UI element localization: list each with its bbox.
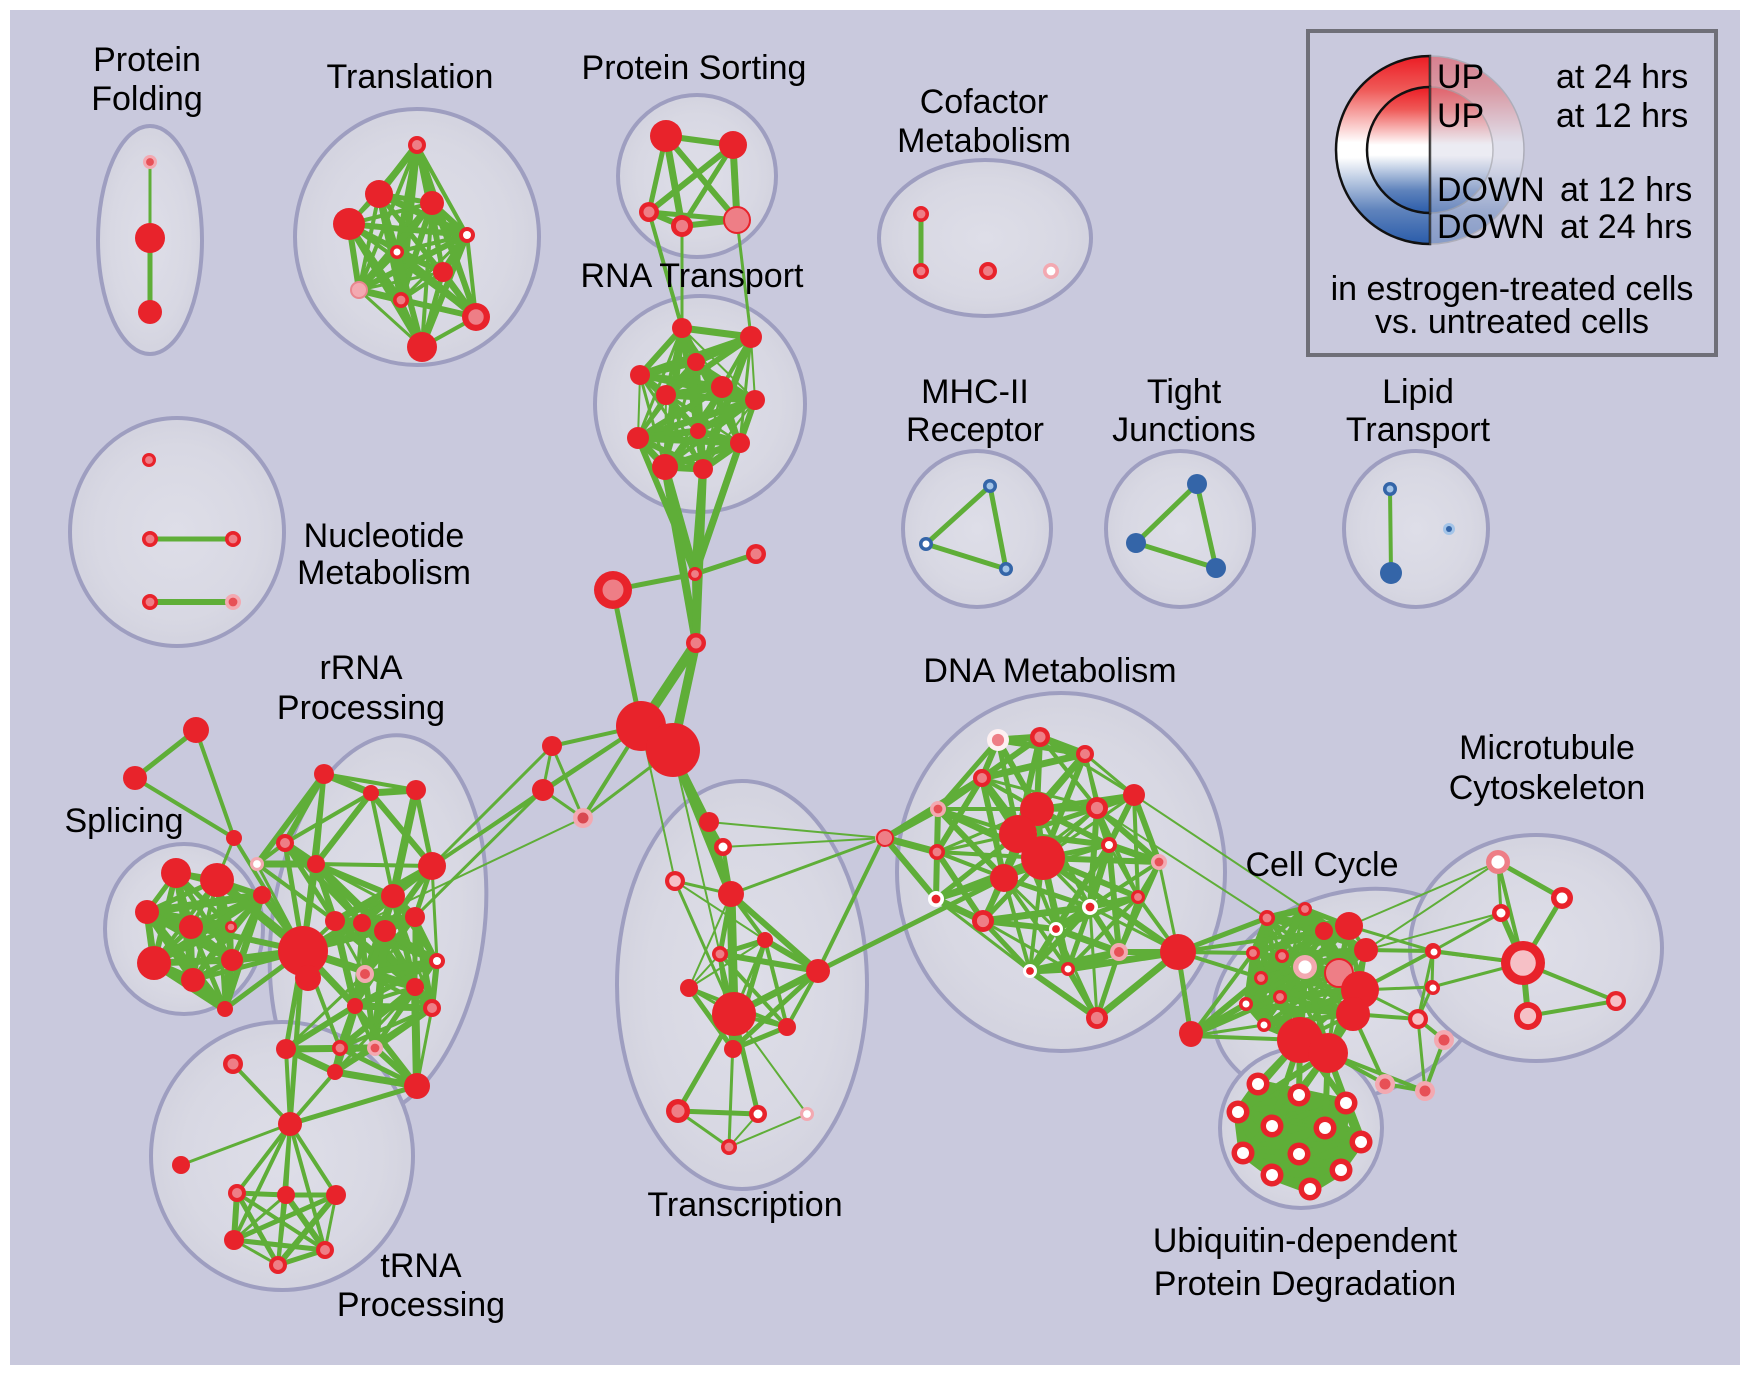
svg-text:Cell Cycle: Cell Cycle: [1245, 846, 1398, 884]
svg-text:in estrogen-treated cells: in estrogen-treated cells: [1331, 270, 1694, 308]
svg-text:vs. untreated cells: vs. untreated cells: [1375, 303, 1649, 341]
svg-text:DNA Metabolism: DNA Metabolism: [923, 652, 1176, 690]
svg-text:DOWN: DOWN: [1437, 208, 1545, 246]
svg-text:Metabolism: Metabolism: [297, 554, 471, 592]
svg-text:Microtubule: Microtubule: [1459, 729, 1635, 767]
svg-text:Cytoskeleton: Cytoskeleton: [1449, 769, 1646, 807]
svg-text:rRNA: rRNA: [319, 649, 402, 687]
svg-text:Protein Degradation: Protein Degradation: [1154, 1265, 1456, 1303]
svg-text:Metabolism: Metabolism: [897, 122, 1071, 160]
svg-text:Cofactor: Cofactor: [920, 83, 1049, 121]
svg-text:Translation: Translation: [327, 58, 494, 96]
svg-text:MHC-II: MHC-II: [921, 373, 1029, 411]
svg-text:Processing: Processing: [337, 1286, 505, 1324]
svg-text:UP: UP: [1437, 58, 1484, 96]
svg-text:Protein: Protein: [93, 41, 201, 79]
svg-text:Receptor: Receptor: [906, 411, 1044, 449]
svg-text:at 24 hrs: at 24 hrs: [1556, 58, 1688, 96]
svg-text:at 24 hrs: at 24 hrs: [1560, 208, 1692, 246]
svg-text:Splicing: Splicing: [64, 802, 183, 840]
svg-text:Ubiquitin-dependent: Ubiquitin-dependent: [1153, 1222, 1458, 1260]
svg-text:Folding: Folding: [91, 80, 203, 118]
svg-text:at 12 hrs: at 12 hrs: [1556, 97, 1688, 135]
svg-text:tRNA: tRNA: [380, 1247, 462, 1285]
svg-text:Transport: Transport: [1346, 411, 1491, 449]
svg-text:DOWN: DOWN: [1437, 171, 1545, 209]
svg-text:Processing: Processing: [277, 689, 445, 727]
svg-text:Junctions: Junctions: [1112, 411, 1256, 449]
svg-text:Tight: Tight: [1147, 373, 1222, 411]
svg-text:Nucleotide: Nucleotide: [304, 517, 465, 555]
svg-text:RNA Transport: RNA Transport: [581, 257, 805, 295]
svg-text:at 12 hrs: at 12 hrs: [1560, 171, 1692, 209]
svg-text:Protein Sorting: Protein Sorting: [582, 49, 807, 87]
svg-text:Transcription: Transcription: [647, 1186, 842, 1224]
svg-text:Lipid: Lipid: [1382, 373, 1454, 411]
svg-text:UP: UP: [1437, 97, 1484, 135]
